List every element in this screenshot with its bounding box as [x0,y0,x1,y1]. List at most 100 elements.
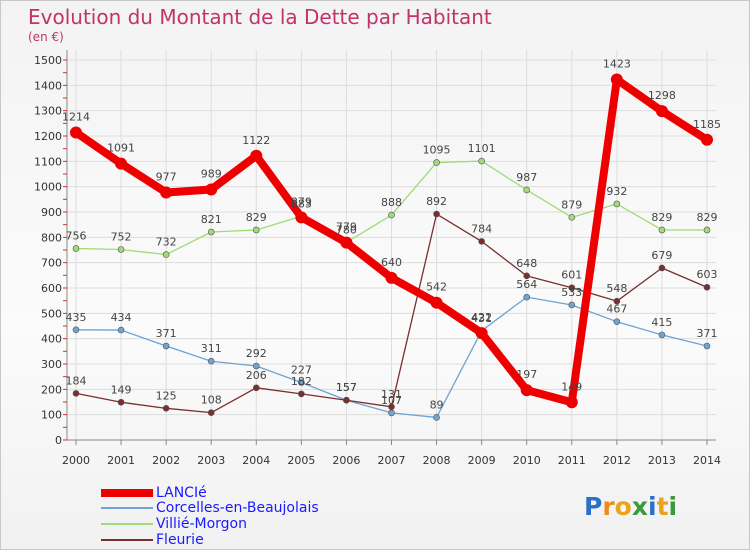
legend-label-villie-morgon: Villié-Morgon [156,515,247,532]
y-tick-label: 500 [41,307,62,320]
x-tick-label: 2000 [62,454,90,467]
x-tick-label: 2008 [423,454,451,467]
data-point [478,157,485,165]
legend-item-corcelles[interactable]: Corcelles-en-Beaujolais [101,499,319,516]
data-label: 829 [651,211,672,224]
data-label: 732 [156,236,177,249]
y-tick-label: 1200 [34,130,62,143]
data-label: 533 [561,286,582,299]
y-axis: 0 100 200 300 400 500 600 700 800 900 1000 1100 1200… [34,50,68,447]
data-label: 1185 [693,118,721,131]
data-label: 640 [381,256,402,269]
x-tick-label: 2001 [107,454,135,467]
legend-item-lancie[interactable]: LANCIé [101,484,207,501]
data-label: 879 [561,198,582,211]
data-label: 679 [651,249,672,262]
data-label: 371 [697,327,718,340]
logo-letter: r [602,492,615,521]
data-label: 1091 [107,142,135,155]
data-label: 157 [336,381,357,394]
logo-letter: x [631,492,648,521]
data-point [252,362,260,370]
y-tick-label: 300 [41,358,62,371]
data-label: 107 [381,394,402,407]
data-point [568,301,576,309]
data-point [298,379,305,386]
data-label: 977 [156,170,177,183]
legend-swatch-fleurie [101,538,153,541]
data-label: 648 [516,257,537,270]
data-point [385,271,398,284]
y-tick-label: 900 [41,206,62,219]
x-tick-label: 2003 [197,454,225,467]
legend-label-corcelles: Corcelles-en-Beaujolais [156,499,319,516]
legend-item-villie-morgon[interactable]: Villié-Morgon [101,515,247,532]
data-point [162,342,170,350]
data-label: 829 [697,211,718,224]
data-point [115,157,128,170]
data-point [72,390,80,397]
logo-letter: i [668,492,678,521]
x-tick-label: 2014 [693,454,721,467]
data-point [252,384,260,392]
data-label: 779 [336,221,357,234]
data-label: 422 [471,311,492,324]
legend-label-lancie: LANCIé [156,484,207,501]
data-point [610,73,623,86]
data-label: 879 [291,195,312,208]
data-label: 821 [201,213,222,226]
data-label: 1298 [648,89,676,102]
data-label: 989 [201,167,222,180]
data-point [207,228,215,236]
data-point [703,226,711,234]
data-label: 784 [471,222,492,235]
data-label: 601 [561,269,582,282]
data-label: 149 [111,383,132,396]
data-point [613,297,621,305]
y-tick-label: 1500 [34,54,62,67]
logo-letter: P [584,492,603,521]
data-label: 292 [246,347,267,360]
data-point [160,186,173,199]
data-point [117,398,125,406]
data-label: 892 [426,195,447,208]
series-lines [70,73,713,421]
legend-item-fleurie[interactable]: Fleurie [101,531,204,548]
data-point [117,326,125,334]
data-label: 206 [246,369,267,382]
data-point [162,405,170,412]
data-label: 883 [291,197,312,210]
y-tick-label: 400 [41,333,62,346]
data-point [388,409,395,417]
data-label: 182 [291,375,312,388]
chart-title: Evolution du Montant de la Dette par Hab… [28,5,492,29]
x-tick-label: 2009 [468,454,496,467]
y-tick-label: 1000 [34,181,62,194]
data-label: 603 [697,268,718,281]
legend-label-fleurie: Fleurie [156,531,204,548]
data-point [568,284,576,292]
data-point [520,384,533,397]
data-point [523,272,531,280]
y-tick-label: 700 [41,257,62,270]
data-point [430,296,443,309]
x-tick-label: 2012 [603,454,631,467]
x-tick-label: 2002 [152,454,180,467]
data-label: 184 [66,374,87,387]
data-point [523,293,531,301]
data-point [388,211,395,219]
data-point [658,331,666,339]
data-point [207,409,215,416]
data-point [613,200,621,208]
data-label: 932 [606,185,627,198]
data-point [433,210,440,218]
y-tick-label: 1300 [34,105,62,118]
data-point [523,186,531,194]
data-point [475,327,488,340]
data-label: 564 [516,278,537,291]
data-point [703,342,711,350]
data-label: 1095 [423,144,451,157]
legend-swatch-lancie [101,488,153,497]
logo-letter: i [648,492,657,521]
